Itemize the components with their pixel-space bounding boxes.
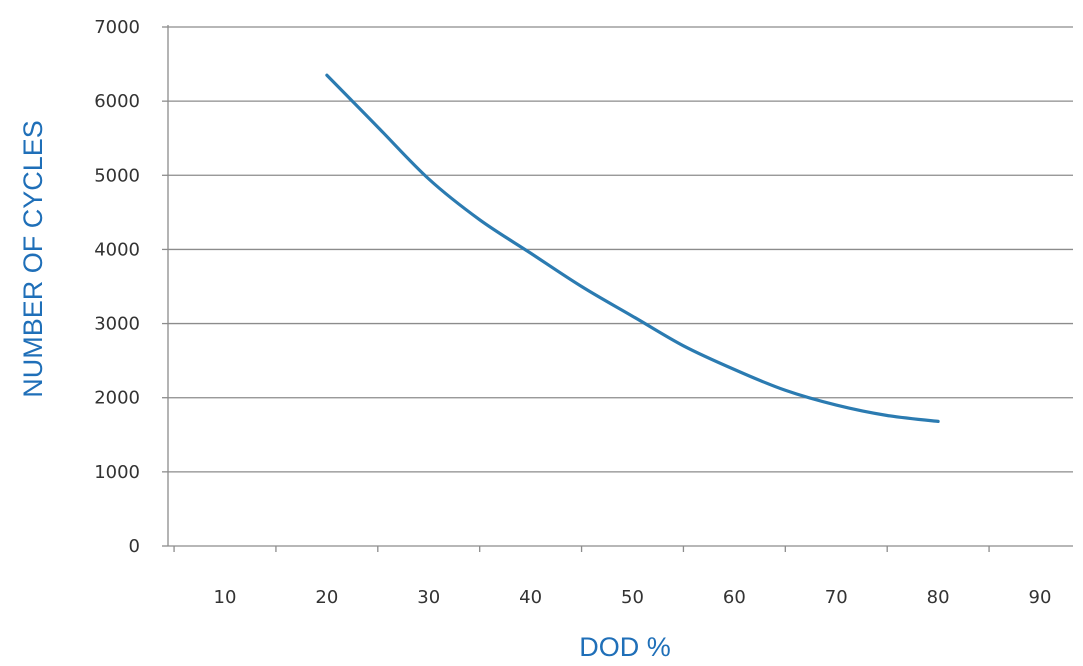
y-tick-label: 1000	[94, 462, 140, 483]
y-axis-label: NUMBER OF CYCLES	[18, 120, 48, 398]
gridlines	[168, 26, 1073, 473]
x-axis-label: DOD %	[579, 632, 671, 662]
series-line-0	[325, 73, 940, 423]
x-tick-label: 10	[214, 587, 237, 608]
x-tick-label: 60	[723, 587, 746, 608]
y-tick-label: 0	[129, 536, 140, 557]
y-tick-label: 6000	[94, 91, 140, 112]
x-tick-label: 80	[927, 587, 950, 608]
y-tick-labels: 0 1000 2000 3000 4000 5000 6000 7000	[94, 17, 140, 557]
x-tick-label: 50	[621, 587, 644, 608]
axes	[162, 25, 1073, 552]
y-tick-label: 2000	[94, 388, 140, 409]
x-tick-label: 20	[315, 587, 338, 608]
y-tick-label: 3000	[94, 314, 140, 335]
x-tick-label: 90	[1029, 587, 1052, 608]
y-tick-label: 5000	[94, 165, 140, 186]
x-tick-label: 70	[825, 587, 848, 608]
x-tick-labels: 10 20 30 40 50 60 70 80 90	[214, 587, 1052, 608]
series-layer	[325, 73, 940, 423]
y-tick-label: 4000	[94, 239, 140, 260]
y-tick-label: 7000	[94, 17, 140, 38]
x-tick-label: 30	[417, 587, 440, 608]
x-tick-label: 40	[519, 587, 542, 608]
